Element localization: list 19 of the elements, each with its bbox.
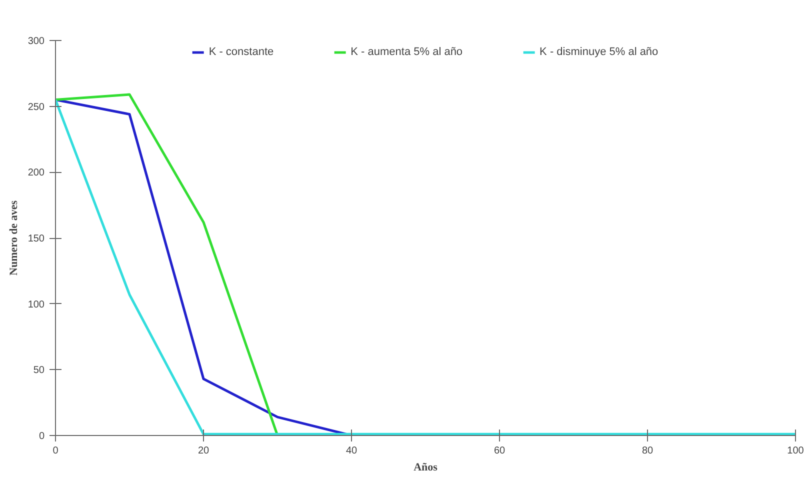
y-tick-label: 150 (28, 234, 45, 244)
x-tick-label: 80 (642, 446, 654, 456)
y-tick-label: 200 (28, 168, 45, 179)
y-tick-label: 100 (28, 299, 45, 310)
y-axis-title: Numero de aves (8, 200, 20, 276)
legend-label: K - disminuye 5% al año (540, 46, 658, 58)
x-tick-label: 40 (346, 446, 358, 456)
x-tick-label: 60 (494, 446, 506, 456)
y-tick-label: 50 (33, 365, 45, 376)
line-series (56, 93, 279, 436)
legend-label: K - constante (208, 46, 274, 58)
x-tick-label: 100 (787, 446, 804, 456)
x-axis-title: Años (414, 462, 438, 474)
y-tick-label: 0 (38, 431, 45, 442)
x-tick-label: 20 (198, 446, 210, 456)
x-tick-label: 0 (52, 446, 59, 456)
y-tick-label: 300 (28, 36, 45, 47)
legend-label: K - aumenta 5% al año (350, 46, 463, 58)
y-tick-label: 250 (28, 102, 45, 113)
